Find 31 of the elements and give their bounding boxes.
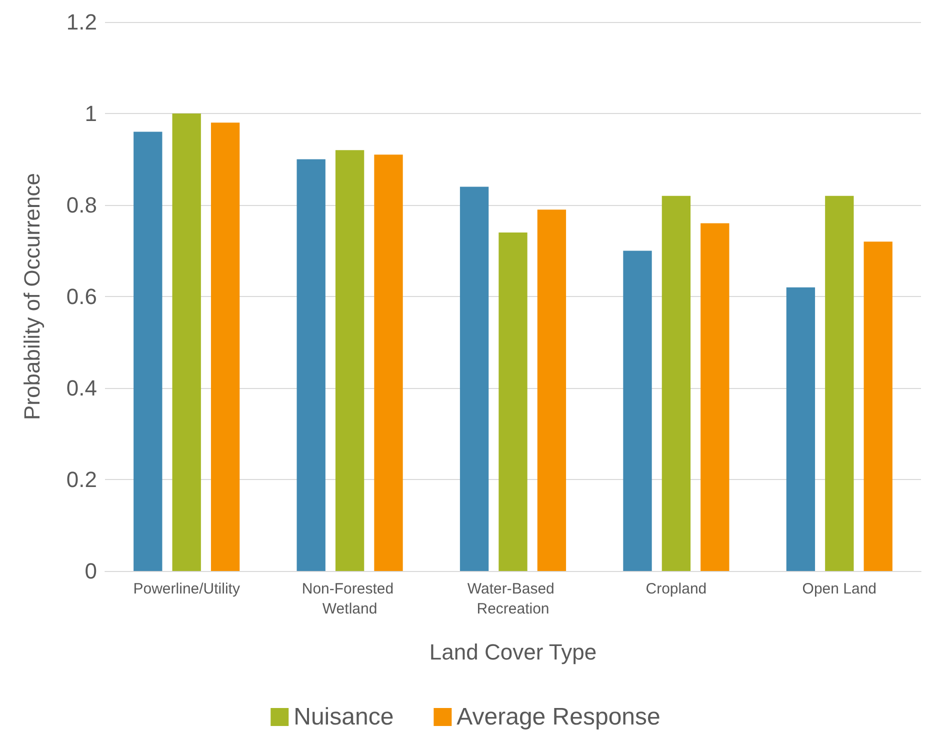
bar xyxy=(335,150,364,571)
bar xyxy=(825,196,854,571)
y-tick-label: 0.8 xyxy=(66,192,97,218)
bar xyxy=(498,232,528,571)
bar xyxy=(700,223,730,571)
bar xyxy=(537,210,566,571)
legend-label: Average Response xyxy=(456,704,660,730)
y-tick-label: 1.2 xyxy=(66,10,97,34)
x-axis-title: Land Cover Type xyxy=(429,640,597,664)
y-axis-title: Probability of Occurrence xyxy=(20,173,44,420)
bar xyxy=(623,250,652,571)
bar xyxy=(374,154,403,571)
bar xyxy=(786,287,816,571)
x-tick-label: Open Land xyxy=(802,580,877,598)
bar xyxy=(460,186,489,571)
y-tick-label: 1 xyxy=(84,101,97,126)
bar xyxy=(864,242,892,571)
x-tick-label: Water-Based Recreation xyxy=(467,580,559,618)
x-tick-label: Powerline/Utility xyxy=(133,580,240,598)
legend-label: Nuisance xyxy=(294,704,394,730)
y-tick-label: 0.4 xyxy=(66,376,97,400)
y-tick-label: 0.2 xyxy=(66,467,97,492)
y-tick-label: 0.6 xyxy=(66,284,97,309)
bar xyxy=(134,132,162,571)
bar xyxy=(210,122,240,571)
bar xyxy=(662,196,691,571)
x-tick-label: Non-Forested Wetland xyxy=(302,580,398,618)
bar xyxy=(172,114,201,571)
bar xyxy=(296,159,326,571)
x-tick-label: Cropland xyxy=(646,580,707,598)
y-tick-label: 0 xyxy=(84,558,97,584)
